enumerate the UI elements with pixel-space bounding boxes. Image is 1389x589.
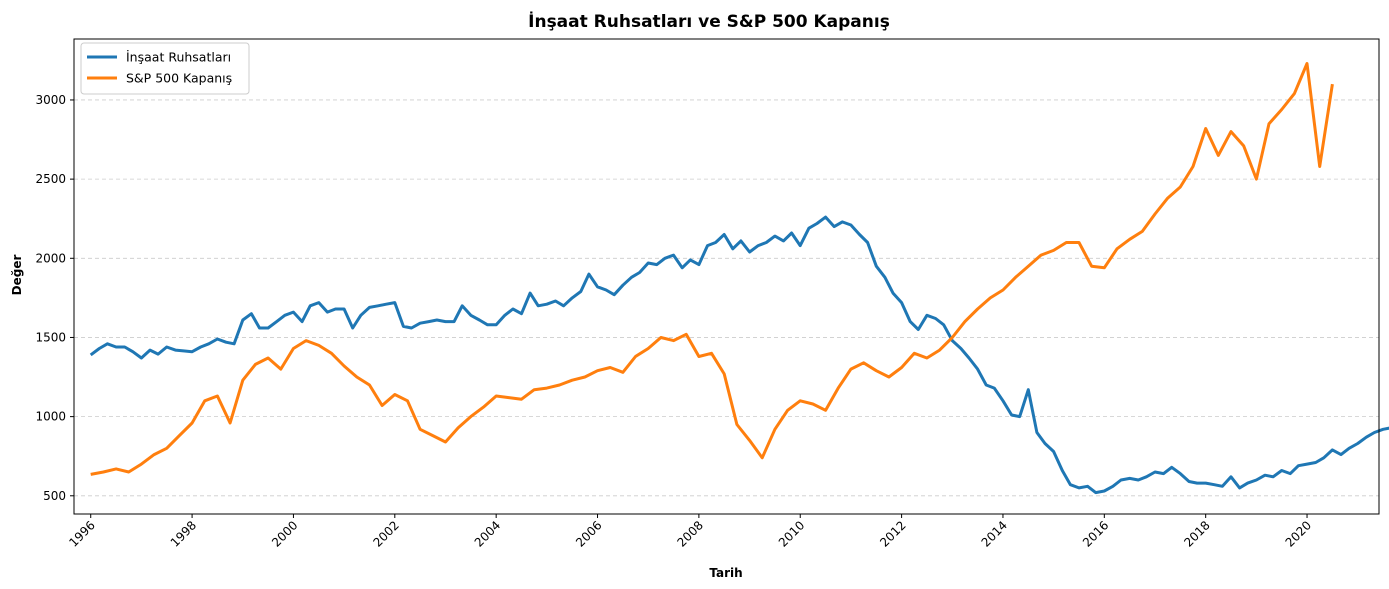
- y-tick-label: 1500: [35, 330, 66, 344]
- x-tick-label: 2004: [472, 518, 503, 549]
- x-axis-label: Tarih: [709, 566, 742, 580]
- x-tick-label: 2010: [776, 518, 807, 549]
- y-tick-label: 2500: [35, 172, 66, 186]
- x-tick-label: 2018: [1181, 518, 1212, 549]
- legend-box: [80, 42, 250, 95]
- legend-label-1: S&P 500 Kapanış: [126, 71, 232, 86]
- y-axis: 500 1000 1500 2000 2500 3000: [35, 93, 74, 503]
- legend: İnşaat Ruhsatları S&P 500 Kapanış: [80, 42, 250, 95]
- y-tick-label: 1000: [35, 410, 66, 424]
- plot-area: [89, 62, 1389, 495]
- x-tick-label: 2020: [1283, 518, 1314, 549]
- x-axis: 1996 1998 2000 2002 2004 2006 2008 2010 2012 2014…: [66, 514, 1314, 550]
- x-tick-label: 2008: [675, 518, 706, 549]
- series-line-1: [90, 62, 1334, 476]
- x-tick-label: 2012: [877, 518, 908, 549]
- y-tick-label: 500: [43, 489, 66, 503]
- x-tick-label: 1998: [168, 518, 199, 549]
- x-tick-label: 2000: [269, 518, 300, 549]
- series-line-0: [89, 215, 1389, 495]
- x-tick-label: 1996: [66, 518, 97, 549]
- x-tick-label: 2006: [573, 518, 604, 549]
- x-tick-label: 2002: [370, 518, 401, 549]
- y-axis-label: Değer: [10, 255, 24, 296]
- plot-frame: [73, 38, 1380, 515]
- chart-title: İnşaat Ruhsatları ve S&P 500 Kapanış: [528, 10, 890, 32]
- x-tick-label: 2016: [1080, 518, 1111, 549]
- x-tick-label: 2014: [979, 518, 1010, 549]
- y-tick-label: 2000: [35, 251, 66, 265]
- legend-label-0: İnşaat Ruhsatları: [126, 50, 231, 65]
- y-tick-label: 3000: [35, 93, 66, 107]
- gridlines: [74, 99, 1379, 497]
